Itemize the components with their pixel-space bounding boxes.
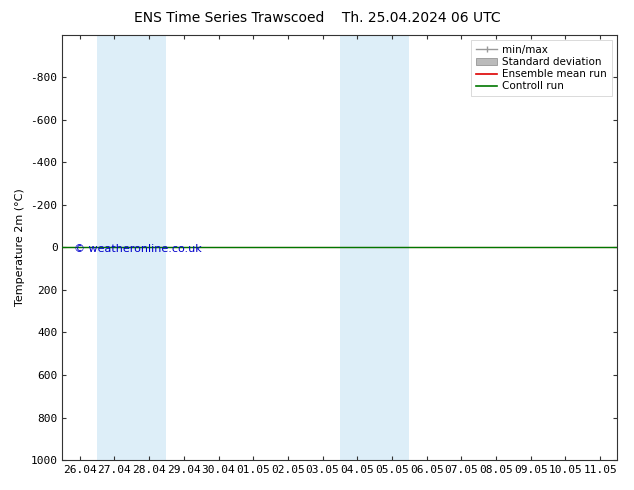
Text: © weatheronline.co.uk: © weatheronline.co.uk — [74, 245, 201, 254]
Bar — [340, 35, 375, 460]
Legend: min/max, Standard deviation, Ensemble mean run, Controll run: min/max, Standard deviation, Ensemble me… — [471, 40, 612, 97]
Bar — [97, 35, 132, 460]
Y-axis label: Temperature 2m (°C): Temperature 2m (°C) — [15, 189, 25, 306]
Bar — [375, 35, 410, 460]
Bar — [132, 35, 167, 460]
Text: ENS Time Series Trawscoed    Th. 25.04.2024 06 UTC: ENS Time Series Trawscoed Th. 25.04.2024… — [134, 11, 500, 25]
